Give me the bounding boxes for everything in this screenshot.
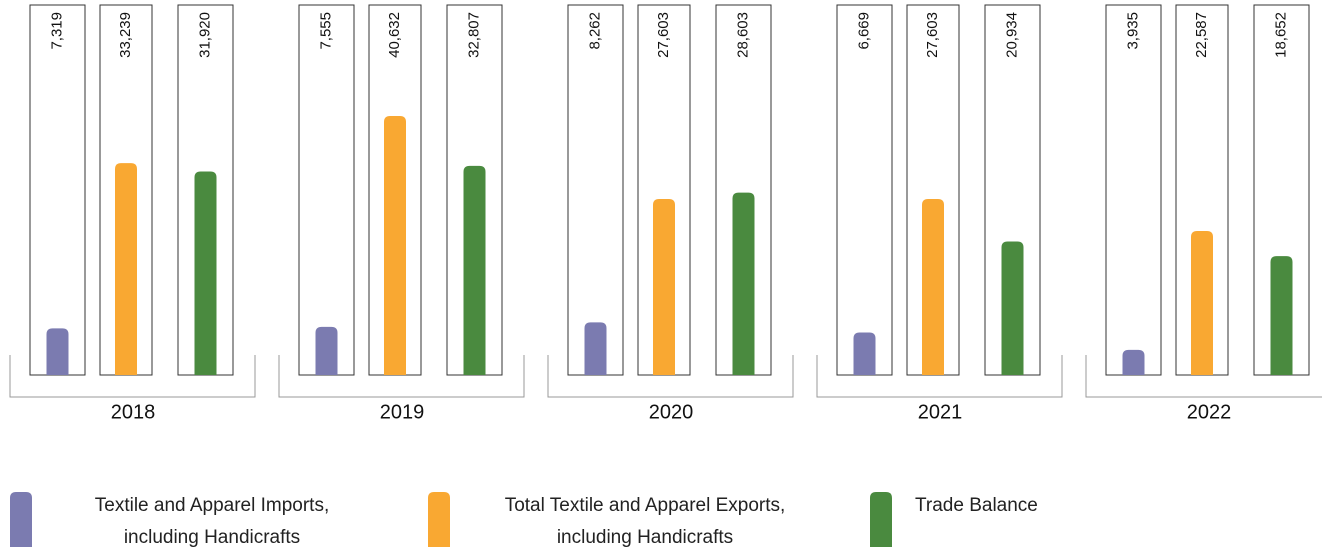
value-label: 32,807 bbox=[465, 12, 482, 58]
bar bbox=[384, 116, 406, 375]
group-bracket bbox=[278, 355, 525, 398]
year-label: 2022 bbox=[1187, 401, 1232, 423]
value-label: 22,587 bbox=[1193, 12, 1210, 58]
year-label: 2018 bbox=[111, 401, 156, 423]
legend-label: Trade Balance bbox=[915, 495, 1038, 516]
group-bracket bbox=[547, 355, 794, 398]
value-label: 31,920 bbox=[196, 12, 213, 58]
bar bbox=[1270, 256, 1293, 375]
bar bbox=[1001, 241, 1024, 375]
group-bracket bbox=[816, 355, 1063, 398]
bar bbox=[732, 192, 755, 375]
value-label: 8,262 bbox=[586, 12, 603, 50]
legend-label: Total Textile and Apparel Exports, inclu… bbox=[504, 495, 786, 548]
year-label: 2021 bbox=[918, 401, 963, 423]
value-label: 20,934 bbox=[1003, 12, 1020, 58]
bar bbox=[653, 199, 675, 375]
value-label: 7,555 bbox=[317, 12, 334, 50]
legend-swatch bbox=[10, 492, 32, 547]
group-bracket bbox=[9, 355, 256, 398]
bar bbox=[463, 165, 486, 375]
bar-frame bbox=[1105, 4, 1162, 376]
year-label: 2020 bbox=[649, 401, 694, 423]
bar bbox=[194, 171, 217, 375]
bar bbox=[1191, 231, 1213, 375]
value-label: 7,319 bbox=[48, 12, 65, 50]
value-label: 28,603 bbox=[734, 12, 751, 58]
value-label: 33,239 bbox=[117, 12, 134, 58]
value-label: 27,603 bbox=[655, 12, 672, 58]
bar-frame bbox=[298, 4, 355, 376]
bar bbox=[922, 199, 944, 375]
value-label: 3,935 bbox=[1124, 12, 1141, 50]
bar bbox=[1122, 349, 1145, 375]
bar bbox=[315, 326, 338, 375]
bar bbox=[46, 328, 69, 375]
year-label: 2019 bbox=[380, 401, 425, 423]
value-label: 18,652 bbox=[1272, 12, 1289, 58]
bar bbox=[584, 322, 607, 375]
value-label: 27,603 bbox=[924, 12, 941, 58]
legend-swatch bbox=[428, 492, 450, 547]
bar bbox=[853, 332, 876, 375]
legend-swatch bbox=[870, 492, 892, 547]
value-label: 40,632 bbox=[386, 12, 403, 58]
legend-label: Textile and Apparel Imports, including H… bbox=[94, 495, 330, 548]
bar-frame bbox=[567, 4, 624, 376]
bar-frame bbox=[29, 4, 86, 376]
value-label: 6,669 bbox=[855, 12, 872, 50]
group-bracket bbox=[1085, 355, 1322, 398]
bar bbox=[115, 163, 137, 375]
bar-frame bbox=[836, 4, 893, 376]
